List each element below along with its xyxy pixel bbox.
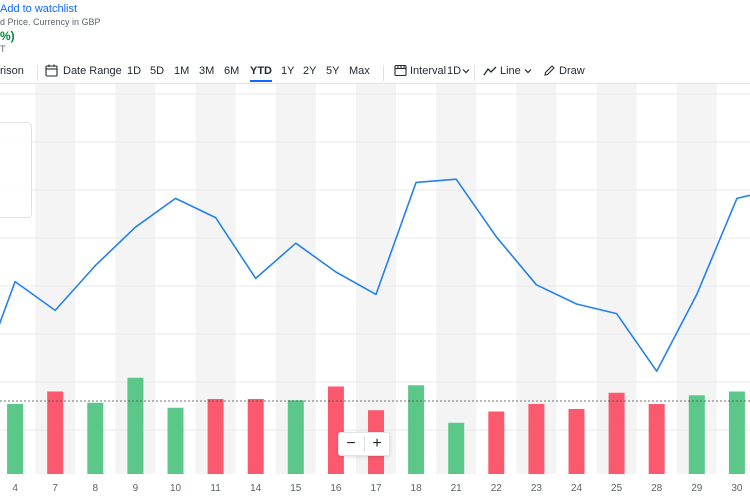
zoom-in-button[interactable]: +	[365, 433, 389, 455]
volume-bar	[448, 422, 465, 474]
x-axis-tick-label: 10	[170, 483, 182, 494]
x-axis-tick-label: 11	[210, 483, 221, 494]
legend-panel[interactable]	[0, 122, 32, 218]
volume-bar	[608, 392, 625, 474]
toolbar-divider	[383, 65, 384, 81]
chart-type-button[interactable]: Line	[500, 65, 521, 77]
volume-bar	[568, 409, 585, 474]
quote-header: Add to watchlist d Price. Currency in GB…	[0, 0, 750, 60]
volume-bar	[7, 404, 24, 474]
volume-bar	[728, 391, 745, 474]
x-axis-tick-label: 29	[691, 483, 703, 494]
range-max[interactable]: Max	[349, 65, 370, 77]
price-series-line	[0, 178, 750, 373]
range-2y[interactable]: 2Y	[303, 65, 317, 77]
date-range-button[interactable]: Date Range	[63, 65, 122, 77]
x-axis-tick-label: 8	[93, 483, 99, 494]
chevron-down-icon[interactable]	[524, 66, 532, 78]
pencil-icon	[543, 64, 556, 80]
draw-button[interactable]: Draw	[559, 65, 585, 77]
volume-bar	[488, 411, 505, 474]
volume-bar	[247, 399, 264, 474]
price-chart[interactable]: 4 7 8 9 10 11 14 15 16 17 18 21 22 23 24 25 28 29 30	[0, 84, 750, 500]
x-axis-tick-label: 25	[611, 483, 623, 494]
x-axis-tick-label: 9	[133, 483, 139, 494]
x-axis-tick-label: 16	[330, 483, 342, 494]
interval-value[interactable]: 1D	[447, 65, 462, 77]
calendar-icon	[45, 64, 58, 80]
x-axis-tick-label: 18	[411, 483, 423, 494]
volume-bar	[648, 404, 665, 474]
volume-bar	[167, 407, 184, 474]
toolbar-divider	[474, 65, 475, 81]
zoom-divider	[364, 436, 365, 452]
toolbar-divider	[37, 65, 38, 81]
interval-label[interactable]: Interval	[410, 65, 447, 77]
range-ytd[interactable]: YTD	[250, 65, 272, 82]
volume-bar	[87, 402, 104, 474]
x-axis-tick-label: 30	[731, 483, 743, 494]
range-5y[interactable]: 5Y	[326, 65, 340, 77]
x-axis-tick-label: 23	[531, 483, 543, 494]
zoom-out-button[interactable]: −	[339, 433, 363, 455]
zoom-control: − +	[338, 432, 390, 456]
chart-toolbar: rison Date Range 1D 5D 1M 3M 6M YTD 1Y 2…	[0, 61, 750, 84]
date-band	[355, 84, 397, 474]
x-axis-tick-label: 22	[491, 483, 503, 494]
x-axis-tick-label: 17	[370, 483, 382, 494]
volume-bar	[47, 391, 64, 474]
interval-icon	[394, 64, 407, 80]
chevron-down-icon[interactable]	[462, 66, 470, 78]
volume-bar	[287, 400, 304, 474]
range-5d[interactable]: 5D	[150, 65, 165, 77]
add-to-watchlist-link[interactable]: Add to watchlist	[0, 3, 78, 15]
range-3m[interactable]: 3M	[199, 65, 215, 77]
price-delay-note: d Price. Currency in GBP	[0, 17, 101, 27]
range-1y[interactable]: 1Y	[281, 65, 295, 77]
x-axis-tick-label: 14	[250, 483, 262, 494]
x-axis-tick-label: 15	[290, 483, 302, 494]
x-axis-tick-label: 28	[651, 483, 663, 494]
price-change-percent: %)	[0, 29, 15, 43]
volume-bar	[408, 385, 425, 474]
market-status: T	[0, 44, 6, 54]
date-band	[436, 84, 477, 474]
volume-bar	[207, 399, 224, 474]
range-6m[interactable]: 6M	[224, 65, 240, 77]
comparison-button[interactable]: rison	[0, 65, 24, 77]
volume-bar	[127, 377, 144, 474]
line-chart-icon	[483, 65, 497, 80]
x-axis-tick-label: 21	[451, 483, 463, 494]
x-axis-tick-label: 7	[52, 483, 58, 494]
volume-bar	[528, 404, 545, 474]
range-1m[interactable]: 1M	[174, 65, 190, 77]
volume-bar	[327, 386, 344, 474]
volume-bar	[688, 395, 705, 474]
range-1d[interactable]: 1D	[127, 65, 142, 77]
x-axis-tick-label: 4	[12, 483, 18, 494]
x-axis-tick-label: 24	[571, 483, 583, 494]
